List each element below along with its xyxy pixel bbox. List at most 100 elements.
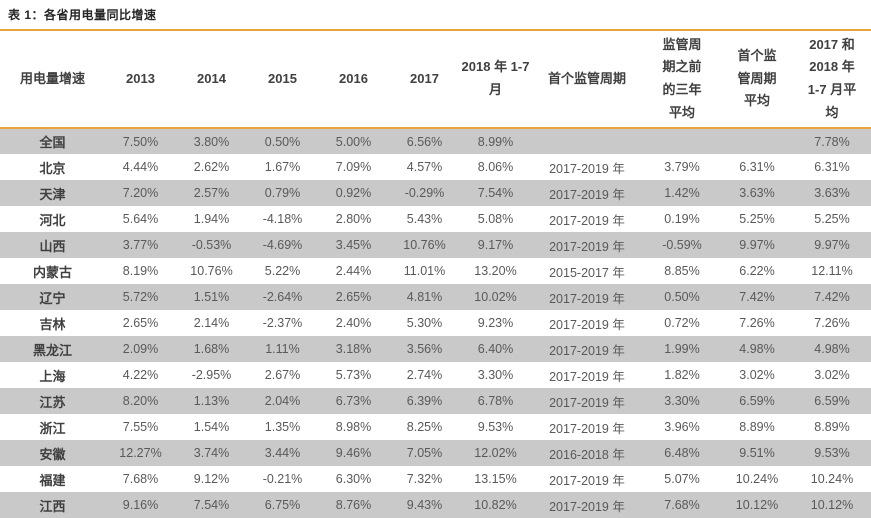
value-cell: 1.13% xyxy=(193,394,230,408)
value-cell: -4.69% xyxy=(262,238,303,252)
value-cell: 1.35% xyxy=(264,420,301,434)
value-cell: 6.59% xyxy=(739,394,775,408)
value-cell: 2016-2018 年 xyxy=(549,447,625,462)
value-cell: 12.27% xyxy=(119,446,162,460)
value-cell: 7.55% xyxy=(122,420,159,434)
value-cell: 10.24% xyxy=(735,472,779,486)
province-cell: 江西 xyxy=(39,498,66,514)
column-header-1: 2013 xyxy=(105,31,176,129)
table-row: 北京 4.44% 2.62% 1.67% 7.09% 4.57% 8.06% 2017-201… xyxy=(0,154,871,180)
column-header-5: 2017 xyxy=(389,31,460,129)
value-cell: 4.81% xyxy=(406,290,443,304)
value-cell: 10.12% xyxy=(810,498,854,512)
value-cell: 5.43% xyxy=(406,212,443,226)
value-cell: 2.65% xyxy=(122,316,159,330)
value-cell: 6.30% xyxy=(335,472,372,486)
value-cell: 5.73% xyxy=(335,368,372,382)
value-cell: 5.07% xyxy=(664,472,700,486)
table-header-row: 用电量增速 2013 2014 2015 2016 2017 2018 年 1-7 月首个监… xyxy=(0,31,871,129)
value-cell: 0.19% xyxy=(664,212,700,226)
column-header-6: 2018 年 1-7 月 xyxy=(460,31,531,129)
value-cell: 2017-2019 年 xyxy=(549,473,625,488)
value-cell: 9.97% xyxy=(739,238,775,252)
value-cell: 6.39% xyxy=(406,394,443,408)
value-cell: 1.68% xyxy=(193,342,230,356)
value-cell: 10.76% xyxy=(403,238,446,252)
table-row: 河北 5.64% 1.94% -4.18% 2.80% 5.43% 5.08% 2017-20… xyxy=(0,206,871,232)
value-cell: 0.50% xyxy=(264,134,301,149)
province-cell: 福建 xyxy=(39,472,66,488)
province-cell: 上海 xyxy=(39,368,66,384)
value-cell: 7.78% xyxy=(814,134,850,149)
value-cell: 7.42% xyxy=(739,290,775,304)
province-cell: 北京 xyxy=(39,160,66,176)
value-cell: 3.30% xyxy=(664,394,700,408)
value-cell: 2.62% xyxy=(193,160,230,174)
value-cell: 2015-2017 年 xyxy=(549,265,625,280)
value-cell: 3.63% xyxy=(814,186,850,200)
value-cell: 2017-2019 年 xyxy=(549,395,625,410)
value-cell: 8.89% xyxy=(739,420,775,434)
value-cell: 1.99% xyxy=(664,342,700,356)
value-cell: 1.11% xyxy=(265,342,300,356)
value-cell: -2.37% xyxy=(262,316,303,330)
value-cell: 0.79% xyxy=(264,186,301,200)
value-cell: -4.18% xyxy=(262,212,303,226)
column-header-3: 2015 xyxy=(247,31,318,129)
province-cell: 浙江 xyxy=(39,420,66,436)
value-cell: 5.64% xyxy=(122,212,159,226)
value-cell: 8.99% xyxy=(477,134,514,149)
value-cell: 7.54% xyxy=(477,186,514,200)
province-cell: 天津 xyxy=(39,186,66,202)
province-cell: 河北 xyxy=(39,212,66,228)
value-cell: 7.05% xyxy=(406,446,443,460)
table-row: 上海 4.22% -2.95% 2.67% 5.73% 2.74% 3.30% 2017-20… xyxy=(0,362,871,388)
value-cell: 2.57% xyxy=(193,186,230,200)
value-cell: 8.98% xyxy=(335,420,372,434)
value-cell: 2.80% xyxy=(335,212,372,226)
value-cell: 2.67% xyxy=(264,368,301,382)
value-cell: 7.42% xyxy=(814,290,850,304)
value-cell: 8.85% xyxy=(664,264,700,278)
column-header-0: 用电量增速 xyxy=(0,31,105,129)
value-cell: 8.89% xyxy=(814,420,850,434)
value-cell: 3.96% xyxy=(664,420,700,434)
value-cell xyxy=(643,128,721,154)
value-cell: 7.26% xyxy=(814,316,850,330)
value-cell: 10.02% xyxy=(474,290,517,304)
table-row: 安徽 12.27% 3.74% 3.44% 9.46% 7.05% 12.02% 2016-2… xyxy=(0,440,871,466)
province-cell: 辽宁 xyxy=(39,290,66,306)
value-cell: 12.11% xyxy=(811,264,853,278)
column-header-10: 2017 和 2018 年 1-7 月平均 xyxy=(793,31,871,129)
table-body: 全国 7.50% 3.80% 0.50% 5.00% 6.56% 8.99% 7.78% 北京 4… xyxy=(0,128,871,518)
value-cell: 2.14% xyxy=(193,316,230,330)
table-row: 黑龙江 2.09% 1.68% 1.11% 3.18% 3.56% 6.40% 2017-20… xyxy=(0,336,871,362)
value-cell: 7.09% xyxy=(335,160,372,174)
value-cell: 9.23% xyxy=(477,316,514,330)
column-header-9: 首个监管周期平均 xyxy=(721,31,793,129)
value-cell: 1.42% xyxy=(664,186,700,200)
value-cell: 9.46% xyxy=(335,446,372,460)
value-cell: 4.98% xyxy=(739,342,775,356)
value-cell: 0.72% xyxy=(664,316,700,330)
value-cell: 3.56% xyxy=(406,342,443,356)
value-cell: 2017-2019 年 xyxy=(549,161,625,176)
value-cell: 9.97% xyxy=(814,238,850,252)
column-header-8: 监管周期之前的三年平均 xyxy=(643,31,721,129)
value-cell: 8.76% xyxy=(335,498,372,512)
value-cell: 10.24% xyxy=(810,472,854,486)
table-row: 浙江 7.55% 1.54% 1.35% 8.98% 8.25% 9.53% 2017-201… xyxy=(0,414,871,440)
value-cell: 11.01% xyxy=(403,264,446,278)
column-header-7: 首个监管周期 xyxy=(531,31,643,129)
value-cell: 3.18% xyxy=(335,342,372,356)
province-cell: 内蒙古 xyxy=(32,264,72,280)
value-cell: 1.67% xyxy=(264,160,301,174)
value-cell: 2017-2019 年 xyxy=(549,317,625,332)
value-cell: 2017-2019 年 xyxy=(549,369,625,384)
table-row: 天津 7.20% 2.57% 0.79% 0.92% -0.29% 7.54% 2017-20… xyxy=(0,180,871,206)
value-cell: 1.94% xyxy=(193,212,230,226)
value-cell: 3.79% xyxy=(664,160,700,174)
province-cell: 全国 xyxy=(39,135,66,150)
value-cell: 6.31% xyxy=(814,160,850,174)
